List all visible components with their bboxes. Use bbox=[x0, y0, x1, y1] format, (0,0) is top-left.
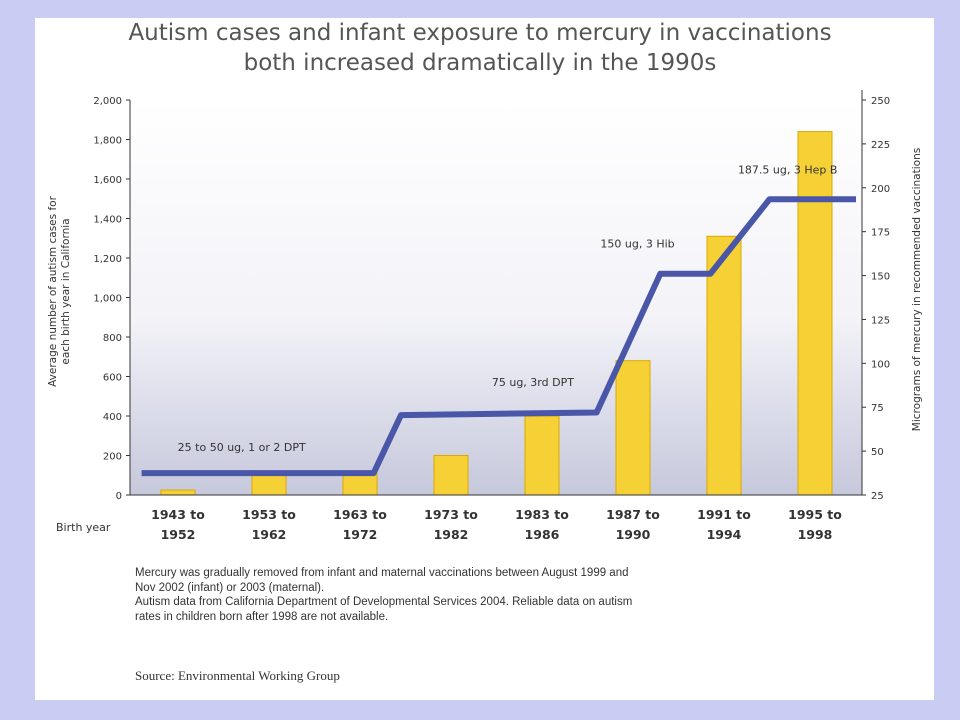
mercury-line bbox=[141, 196, 856, 477]
category-label-6-1: 1994 bbox=[707, 527, 742, 542]
annotation-3: 187.5 ug, 3 Hep B bbox=[738, 164, 838, 177]
right-tick-label-0: 25 bbox=[871, 491, 884, 502]
x-axis-label: Birth year bbox=[56, 521, 111, 534]
annotation-1: 75 ug, 3rd DPT bbox=[492, 376, 574, 389]
bar-1 bbox=[251, 474, 287, 496]
left-tick-label-9: 1,800 bbox=[93, 136, 122, 147]
bar-5 bbox=[615, 360, 651, 496]
category-label-7-1: 1998 bbox=[798, 527, 833, 542]
category-label-0-1: 1952 bbox=[161, 527, 196, 542]
right-tick-label-2: 75 bbox=[871, 403, 884, 414]
note-line-2: Nov 2002 (infant) or 2003 (maternal). bbox=[135, 581, 325, 594]
bar-0 bbox=[160, 489, 196, 496]
right-tick-label-4: 125 bbox=[871, 315, 890, 326]
left-tick-label-8: 1,600 bbox=[93, 175, 122, 186]
bars bbox=[160, 131, 833, 496]
note-line-4: rates in children born after 1998 are no… bbox=[135, 610, 389, 623]
category-label-7-0: 1995 to bbox=[788, 507, 842, 522]
category-label-5-0: 1987 to bbox=[606, 507, 660, 522]
category-label-0-0: 1943 to bbox=[151, 507, 205, 522]
category-label-1-0: 1953 to bbox=[242, 507, 296, 522]
right-tick-label-5: 150 bbox=[871, 272, 890, 283]
source-credit: Source: Environmental Working Group bbox=[135, 668, 340, 683]
bar-7 bbox=[797, 131, 833, 496]
mercury-line-layer bbox=[141, 196, 856, 477]
category-label-3-1: 1982 bbox=[434, 527, 469, 542]
right-tick-label-1: 50 bbox=[871, 447, 884, 458]
category-label-4-0: 1983 to bbox=[515, 507, 569, 522]
bar-3 bbox=[433, 455, 469, 496]
left-tick-label-6: 1,200 bbox=[93, 254, 122, 265]
left-tick-label-1: 200 bbox=[103, 452, 122, 463]
right-tick-label-9: 250 bbox=[871, 96, 890, 107]
axis-labels: 25 to 50 ug, 1 or 2 DPT 75 ug, 3rd DPT 150… bbox=[47, 96, 923, 542]
right-tick-label-8: 225 bbox=[871, 140, 890, 151]
left-tick-label-2: 400 bbox=[103, 412, 122, 423]
plot-background bbox=[130, 100, 862, 495]
left-tick-label-7: 1,400 bbox=[93, 215, 122, 226]
left-tick-label-5: 1,000 bbox=[93, 294, 122, 305]
right-tick-label-6: 175 bbox=[871, 228, 890, 239]
left-axis-label-line-1: each birth year in California bbox=[60, 218, 72, 364]
category-label-5-1: 1990 bbox=[616, 527, 651, 542]
left-tick-label-4: 800 bbox=[103, 333, 122, 344]
left-axis-label-line-0: Average number of autism cases for bbox=[47, 195, 59, 386]
right-tick-label-3: 100 bbox=[871, 359, 890, 370]
category-label-2-1: 1972 bbox=[343, 527, 378, 542]
left-tick-label-10: 2,000 bbox=[93, 96, 122, 107]
category-label-2-0: 1963 to bbox=[333, 507, 387, 522]
note-line-3: Autism data from California Department o… bbox=[135, 596, 633, 608]
annotation-2: 150 ug, 3 Hib bbox=[600, 237, 674, 250]
bar-4 bbox=[524, 415, 560, 496]
chart-notes: Mercury was gradually removed from infan… bbox=[135, 566, 895, 624]
note-line-1: Mercury was gradually removed from infan… bbox=[135, 567, 629, 579]
right-tick-label-7: 200 bbox=[871, 184, 890, 195]
category-label-1-1: 1962 bbox=[252, 527, 287, 542]
left-tick-label-0: 0 bbox=[116, 491, 122, 502]
left-tick-label-3: 600 bbox=[103, 373, 122, 384]
axes bbox=[126, 90, 866, 496]
bar-6 bbox=[706, 235, 742, 496]
title-line-1: Autism cases and infant exposure to merc… bbox=[128, 20, 832, 46]
category-label-4-1: 1986 bbox=[525, 527, 560, 542]
right-axis-label: Micrograms of mercury in recommended vac… bbox=[911, 148, 923, 431]
category-label-6-0: 1991 to bbox=[697, 507, 751, 522]
title-line-2: both increased dramatically in the 1990s bbox=[243, 50, 717, 76]
category-label-3-0: 1973 to bbox=[424, 507, 478, 522]
annotation-0: 25 to 50 ug, 1 or 2 DPT bbox=[178, 441, 306, 454]
